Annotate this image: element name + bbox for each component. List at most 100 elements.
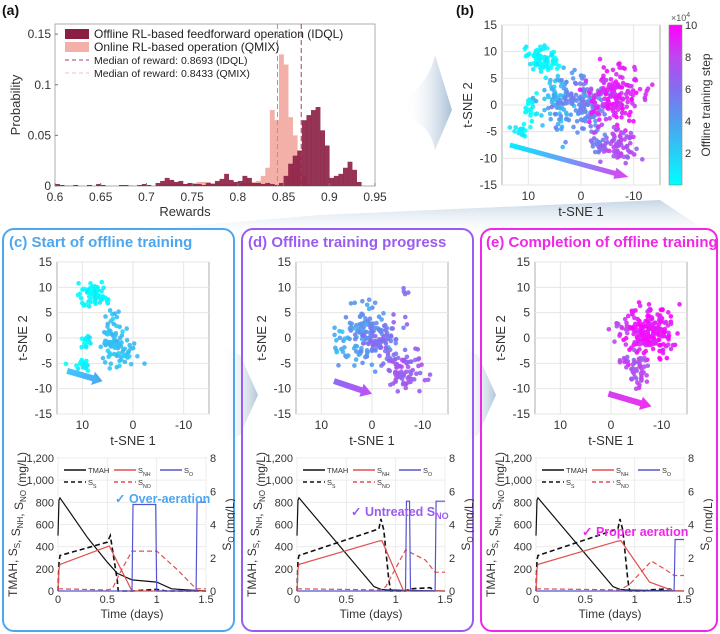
legend-label: Median of reward: 0.8433 (QMIX): [94, 68, 250, 80]
scatter-point: [358, 321, 364, 327]
scatter-point: [600, 137, 606, 143]
scatter-point: [108, 328, 113, 334]
y-tick-label: 5: [45, 306, 52, 320]
scatter-point: [623, 160, 628, 166]
scatter-point: [560, 144, 565, 150]
scatter-point: [102, 329, 107, 335]
y-left-tick-label: 400: [36, 542, 54, 554]
x-tick-label: -10: [653, 418, 671, 432]
scatter-point: [75, 292, 81, 298]
scatter-point: [521, 132, 526, 138]
completion-time-series: 0 0.5 1 1.502004006008001,0001,20002468Time…: [484, 452, 713, 621]
y-tick-label: 0: [523, 331, 530, 345]
scatter-point: [615, 155, 620, 160]
scatter-point: [385, 350, 391, 355]
scatter-point: [666, 330, 671, 336]
scatter-point: [381, 311, 386, 316]
scatter-point: [92, 299, 98, 305]
scatter-point: [570, 76, 576, 81]
histogram-bar: [141, 183, 147, 186]
scatter-point: [619, 85, 625, 90]
panel-c-title: (c) Start of offline training: [9, 234, 193, 251]
legend-swatch-qmix: [65, 42, 89, 52]
scatter-point: [656, 337, 662, 343]
legend-label: SS: [327, 478, 336, 490]
scatter-point: [620, 106, 625, 112]
scatter-point: [633, 366, 639, 372]
scatter-point: [569, 94, 574, 99]
scatter-point: [563, 139, 568, 145]
scatter-point: [347, 320, 353, 326]
histogram-bar: [224, 173, 230, 186]
scatter-point: [610, 131, 615, 137]
y-right-axis-label: SO (mg/L): [698, 498, 713, 550]
scatter-point: [521, 121, 527, 127]
scatter-point: [525, 98, 531, 104]
scatter-point: [370, 329, 375, 335]
y-axis-label: t-SNE 2: [460, 82, 475, 128]
legend-label: TMAH: [88, 466, 109, 475]
x-axis-label: t-SNE 1: [588, 433, 634, 448]
scatter-point: [662, 326, 668, 332]
y-left-tick-label: 200: [275, 564, 293, 576]
scatter-point: [597, 117, 602, 122]
scatter-point: [607, 83, 612, 89]
scatter-point: [368, 325, 373, 331]
scatter-point: [364, 350, 370, 356]
x-axis-label: t-SNE 1: [558, 204, 604, 219]
histogram-bar: [338, 173, 344, 186]
scatter-point: [664, 355, 670, 361]
legend-label: SNH: [616, 466, 629, 478]
scatter-point: [111, 321, 117, 327]
legend-label: SS: [88, 478, 97, 490]
x-tick-label: 0.6: [47, 190, 64, 204]
scatter-point: [551, 94, 557, 100]
y-left-tick-label: 0: [526, 586, 532, 598]
histogram-bar: [269, 110, 275, 186]
x-tick-label: 0: [369, 418, 376, 432]
x-tick-label: 0: [294, 594, 300, 606]
x-tick-label: 1.5: [437, 594, 452, 606]
legend-label: SO: [423, 466, 432, 478]
scatter-point: [356, 352, 362, 358]
scatter-point: [333, 345, 338, 351]
scatter-point: [105, 348, 111, 354]
panel-b-letter: (b): [456, 2, 474, 18]
histogram-bar: [311, 110, 316, 186]
scatter-point: [413, 357, 418, 363]
scatter-point: [404, 354, 410, 360]
scatter-point: [343, 314, 349, 320]
scatter-point: [629, 325, 634, 331]
scatter-point: [79, 300, 85, 306]
y-tick-label: 0: [284, 331, 291, 345]
scatter-point: [550, 58, 556, 64]
legend-label: SO: [184, 466, 193, 478]
scatter-point: [569, 101, 575, 107]
scatter-point: [622, 359, 627, 365]
histogram-bar: [128, 184, 134, 186]
scatter-point: [668, 321, 674, 327]
scatter-point: [360, 298, 365, 304]
scatter-point: [614, 323, 620, 329]
scatter-point: [623, 110, 628, 116]
scatter-point: [660, 348, 665, 354]
scatter-point: [351, 325, 356, 331]
scatter-point: [348, 301, 354, 306]
scatter-point: [644, 330, 649, 336]
histogram-bar: [192, 183, 198, 186]
scatter-point: [334, 349, 340, 355]
scatter-point: [658, 319, 664, 325]
scatter-point: [627, 140, 633, 146]
scatter-point: [411, 377, 417, 382]
y-tick-label: 5: [284, 306, 291, 320]
x-tick-label: 0.5: [100, 594, 115, 606]
scatter-point: [391, 319, 397, 325]
y-left-axis-label: TMAH, SS, SNH, SNO (mg/L): [6, 452, 29, 597]
trend-arrow-shape: [607, 390, 652, 410]
scatter-point: [591, 93, 597, 99]
scatter-point: [645, 313, 650, 319]
histogram-bar: [274, 120, 280, 186]
scatter-point: [624, 354, 630, 360]
scatter-point: [124, 326, 130, 331]
y-right-tick-label: 4: [210, 520, 216, 532]
